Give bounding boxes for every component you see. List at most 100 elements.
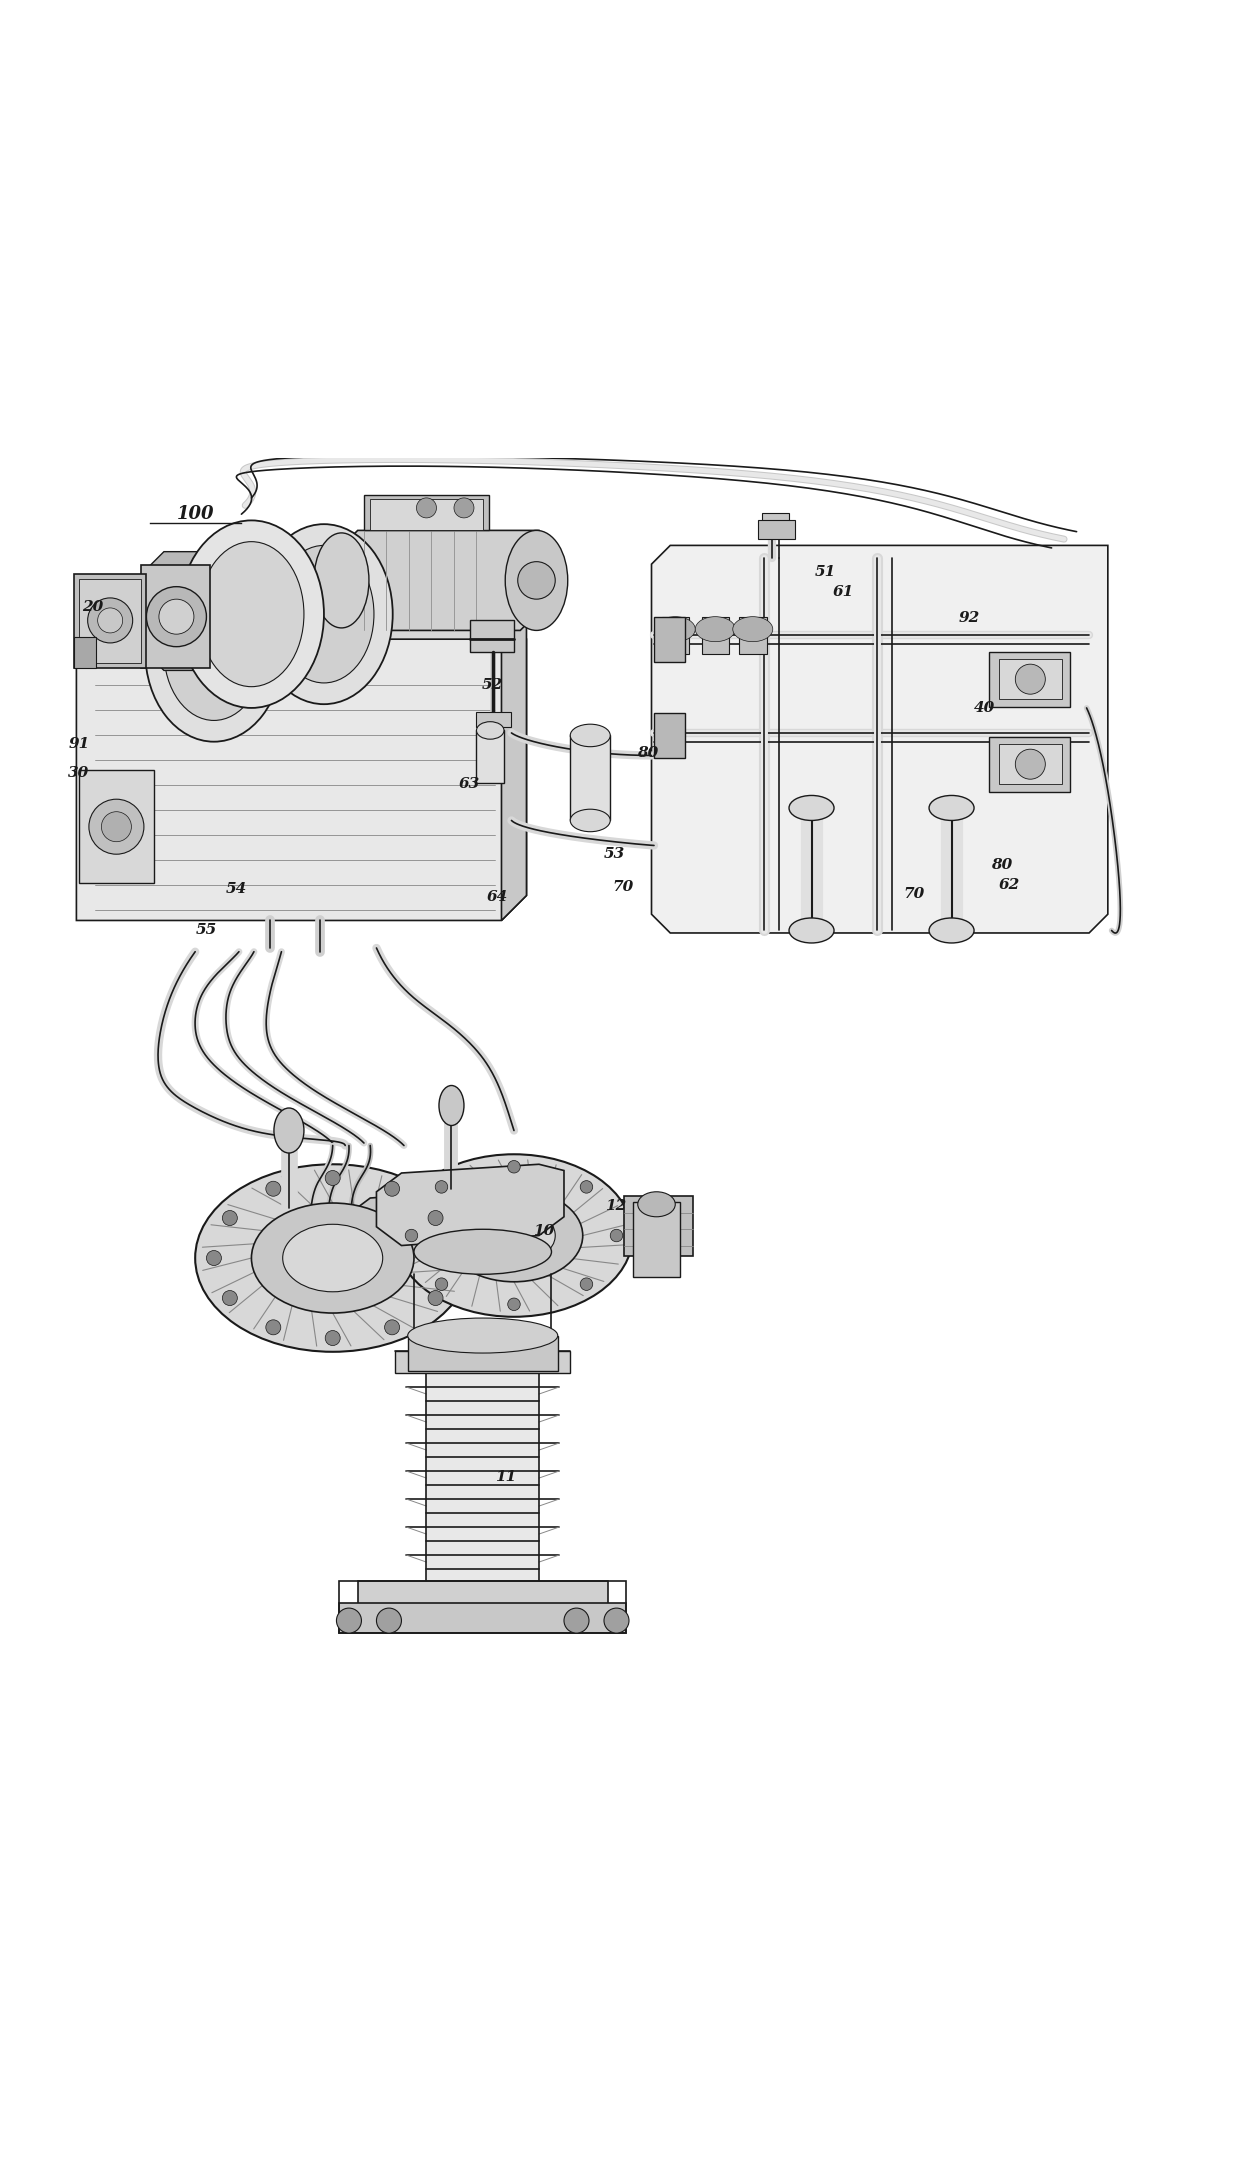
Circle shape [207, 1250, 222, 1265]
Bar [74, 637, 96, 667]
Text: 20: 20 [81, 600, 103, 613]
Text: 70: 70 [903, 888, 925, 901]
Text: 61: 61 [832, 585, 853, 598]
Bar [363, 496, 489, 531]
Bar [624, 1196, 693, 1256]
Ellipse shape [283, 1224, 382, 1291]
Bar [633, 1202, 680, 1276]
Text: 92: 92 [959, 611, 980, 626]
Bar [989, 652, 1070, 706]
Ellipse shape [445, 1189, 583, 1282]
Text: 62: 62 [999, 879, 1020, 892]
Bar [570, 736, 610, 821]
Circle shape [1015, 749, 1045, 780]
Ellipse shape [695, 617, 736, 641]
Bar [340, 1603, 626, 1633]
Bar [476, 730, 504, 782]
Circle shape [429, 1211, 444, 1226]
Text: 52: 52 [482, 678, 504, 693]
Circle shape [416, 498, 436, 518]
Circle shape [604, 1607, 629, 1633]
Ellipse shape [928, 795, 974, 821]
Ellipse shape [407, 1319, 558, 1354]
Text: 40: 40 [974, 702, 995, 715]
Text: 55: 55 [195, 923, 217, 938]
Circle shape [266, 1180, 281, 1196]
Ellipse shape [145, 561, 283, 741]
Ellipse shape [638, 1191, 675, 1217]
Text: 100: 100 [177, 505, 214, 524]
Bar [357, 1581, 608, 1605]
Circle shape [222, 1291, 237, 1306]
Ellipse shape [274, 546, 373, 682]
Bar [79, 771, 154, 884]
Ellipse shape [199, 542, 304, 687]
Text: 30: 30 [68, 767, 89, 780]
Text: 64: 64 [487, 890, 509, 903]
Polygon shape [652, 546, 1108, 934]
Bar [407, 1336, 558, 1371]
Polygon shape [101, 615, 526, 639]
Circle shape [507, 1297, 520, 1310]
Circle shape [222, 1211, 237, 1226]
Text: 11: 11 [495, 1471, 516, 1484]
Circle shape [89, 799, 144, 853]
Circle shape [101, 812, 132, 843]
Bar [74, 574, 147, 667]
Polygon shape [345, 1189, 507, 1254]
Circle shape [385, 1319, 400, 1334]
Text: 63: 63 [459, 778, 480, 791]
Ellipse shape [476, 721, 504, 739]
Bar [370, 498, 482, 531]
Circle shape [507, 1161, 520, 1174]
Bar [758, 520, 796, 539]
Circle shape [580, 1278, 593, 1291]
Bar [470, 619, 514, 652]
Text: 80: 80 [991, 858, 1012, 873]
Circle shape [580, 1180, 593, 1193]
Bar [426, 1373, 539, 1583]
Bar [79, 578, 142, 663]
Ellipse shape [570, 810, 610, 832]
Text: 53: 53 [604, 847, 625, 862]
Bar [395, 1352, 570, 1373]
Bar [662, 617, 689, 654]
Ellipse shape [395, 1154, 633, 1317]
Ellipse shape [655, 617, 695, 641]
Ellipse shape [164, 583, 264, 721]
Bar [340, 1581, 626, 1633]
Ellipse shape [252, 1202, 413, 1313]
Ellipse shape [413, 1230, 551, 1274]
Text: 12: 12 [605, 1198, 625, 1213]
Text: 70: 70 [613, 879, 633, 895]
Circle shape [159, 600, 194, 635]
Circle shape [405, 1230, 417, 1241]
Polygon shape [76, 639, 526, 921]
Circle shape [98, 609, 123, 632]
Bar [999, 658, 1061, 700]
Circle shape [337, 1607, 361, 1633]
Circle shape [266, 1319, 281, 1334]
Bar [739, 617, 767, 654]
Bar [999, 745, 1061, 784]
Ellipse shape [256, 524, 392, 704]
Circle shape [444, 1250, 459, 1265]
Bar [762, 513, 789, 526]
Circle shape [385, 1180, 400, 1196]
Bar [989, 736, 1070, 793]
Polygon shape [501, 615, 526, 921]
Circle shape [326, 1330, 341, 1345]
Bar [142, 565, 211, 667]
Text: 51: 51 [814, 565, 836, 578]
Ellipse shape [789, 795, 834, 821]
Circle shape [1015, 665, 1045, 693]
Polygon shape [376, 1165, 564, 1245]
Polygon shape [145, 552, 357, 671]
Text: 54: 54 [226, 882, 247, 897]
Ellipse shape [789, 918, 834, 942]
Ellipse shape [472, 1209, 555, 1263]
Ellipse shape [195, 1165, 470, 1352]
Ellipse shape [928, 918, 974, 942]
Circle shape [610, 1230, 623, 1241]
Circle shape [326, 1170, 341, 1185]
